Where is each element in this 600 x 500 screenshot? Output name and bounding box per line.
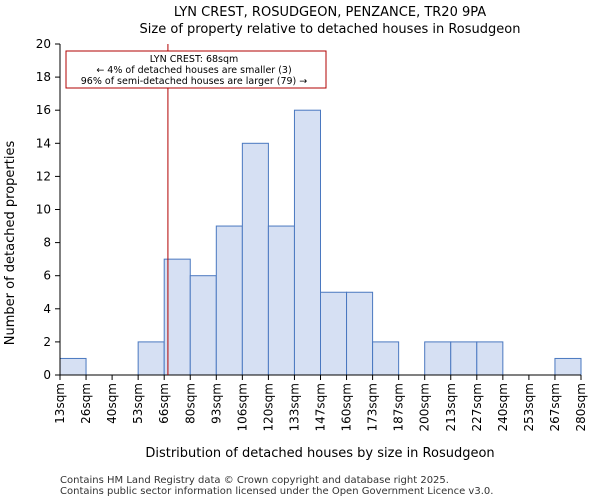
y-tick-label: 10 xyxy=(36,203,51,217)
x-tick-label: 93sqm xyxy=(209,383,223,424)
x-tick-label: 160sqm xyxy=(340,383,354,431)
x-tick-label: 200sqm xyxy=(418,383,432,431)
y-axis-label: Number of detached properties xyxy=(3,141,18,346)
y-tick-label: 6 xyxy=(43,269,51,283)
x-tick-label: 253sqm xyxy=(522,383,536,431)
x-tick-label: 267sqm xyxy=(548,383,562,431)
x-tick-label: 227sqm xyxy=(470,383,484,431)
x-tick-label: 120sqm xyxy=(261,383,275,431)
histogram-bar xyxy=(372,341,400,376)
histogram-bar xyxy=(293,109,322,376)
y-tick-label: 4 xyxy=(43,302,51,316)
x-tick-label: 213sqm xyxy=(444,383,458,431)
histogram-bar xyxy=(450,341,478,376)
x-tick-label: 26sqm xyxy=(79,383,93,424)
histogram-bar xyxy=(189,275,217,376)
histogram-bar xyxy=(320,291,348,376)
histogram-bar xyxy=(476,341,504,376)
y-tick-label: 14 xyxy=(36,136,51,150)
annotation-line-2: ← 4% of detached houses are smaller (3) xyxy=(96,65,291,76)
x-tick-label: 53sqm xyxy=(131,383,145,424)
histogram-bar xyxy=(163,258,191,376)
histogram-bar xyxy=(215,225,243,376)
x-tick-label: 13sqm xyxy=(53,383,67,424)
y-tick-label: 2 xyxy=(43,335,51,349)
histogram-bar xyxy=(424,341,452,376)
y-tick-label: 12 xyxy=(36,169,51,183)
x-tick-label: 240sqm xyxy=(496,383,510,431)
bars-group xyxy=(59,109,582,376)
x-axis-label: Distribution of detached houses by size … xyxy=(145,446,494,461)
histogram-bar xyxy=(346,291,374,376)
y-axis-ticks: 0 2 4 6 8 10 12 14 16 18 20 xyxy=(36,37,60,382)
x-axis-ticks: 13sqm 26sqm 40sqm 53sqm 66sqm 80sqm 93sqm 106sq… xyxy=(53,375,588,431)
chart-subtitle: Size of property relative to detached ho… xyxy=(140,22,521,37)
x-tick-label: 66sqm xyxy=(157,383,171,424)
footer-line-2: Contains public sector information licen… xyxy=(60,486,493,497)
y-tick-label: 8 xyxy=(43,236,51,250)
y-tick-label: 16 xyxy=(36,103,51,117)
annotation-line-1: LYN CREST: 68sqm xyxy=(150,54,239,65)
chart-title: LYN CREST, ROSUDGEON, PENZANCE, TR20 9PA xyxy=(174,5,486,20)
histogram-bar xyxy=(137,341,165,376)
annotation-line-3: 96% of semi-detached houses are larger (… xyxy=(81,76,308,87)
histogram-bar xyxy=(554,357,582,376)
histogram-bar xyxy=(241,142,269,376)
histogram-bar xyxy=(59,357,87,376)
footer-line-1: Contains HM Land Registry data © Crown c… xyxy=(60,475,449,486)
x-tick-label: 133sqm xyxy=(287,383,301,431)
x-tick-label: 40sqm xyxy=(105,383,119,424)
x-tick-label: 173sqm xyxy=(366,383,380,431)
histogram-bar xyxy=(267,225,295,376)
x-tick-label: 187sqm xyxy=(392,383,406,431)
annotation-box xyxy=(65,50,327,89)
x-tick-label: 280sqm xyxy=(574,383,588,431)
x-tick-label: 106sqm xyxy=(235,383,249,431)
x-tick-label: 80sqm xyxy=(183,383,197,424)
y-tick-label: 20 xyxy=(36,37,51,51)
y-tick-label: 18 xyxy=(36,70,51,84)
y-tick-label: 0 xyxy=(43,368,51,382)
x-tick-label: 147sqm xyxy=(314,383,328,431)
